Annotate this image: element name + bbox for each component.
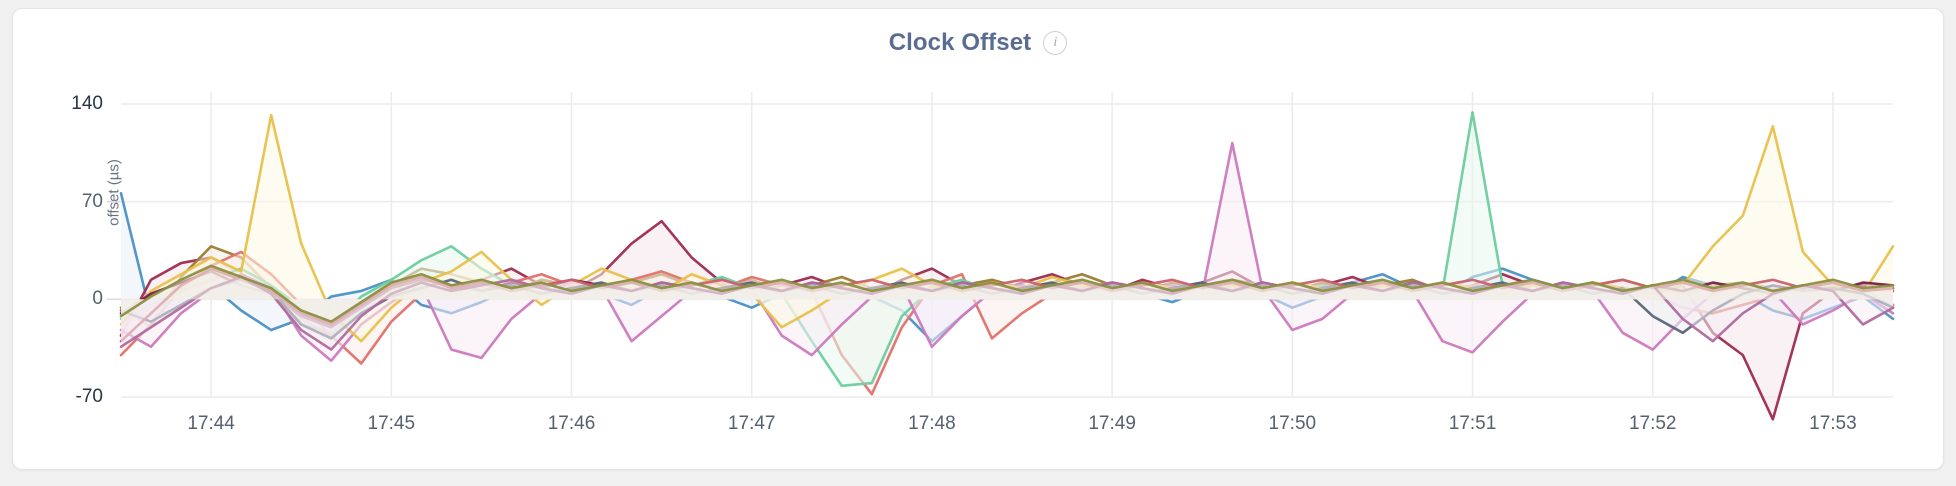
x-tick-label: 17:46 [547, 413, 596, 434]
x-tick-label: 17:49 [1088, 413, 1136, 434]
chart-plot-area[interactable]: offset (µs) 140 70 0 -70 17:44 17:45 17:46 17:… [13, 9, 1945, 471]
y-tick-label: 140 [71, 93, 103, 114]
x-tick-label: 17:45 [367, 413, 416, 434]
x-tick-label: 17:50 [1268, 413, 1317, 434]
x-tick-label: 17:44 [187, 413, 235, 434]
chart-header: Clock Offset i [13, 29, 1943, 57]
x-tick-label: 17:53 [1809, 413, 1857, 434]
line-chart-svg[interactable] [13, 9, 1945, 471]
clock-offset-card: Clock Offset i offset (µs) 140 70 0 -70 17:… [12, 8, 1944, 470]
x-tick-label: 17:48 [908, 413, 956, 434]
x-tick-label: 17:51 [1448, 413, 1497, 434]
x-tick-label: 17:47 [727, 413, 776, 434]
y-tick-label: 70 [81, 190, 103, 212]
y-tick-label: -70 [75, 386, 103, 407]
info-icon[interactable]: i [1043, 31, 1068, 55]
x-tick-label: 17:52 [1628, 413, 1677, 434]
page-title: Clock Offset [888, 29, 1032, 56]
y-axis-ticks: 140 70 0 -70 [13, 9, 121, 471]
y-tick-label: 0 [92, 288, 103, 310]
